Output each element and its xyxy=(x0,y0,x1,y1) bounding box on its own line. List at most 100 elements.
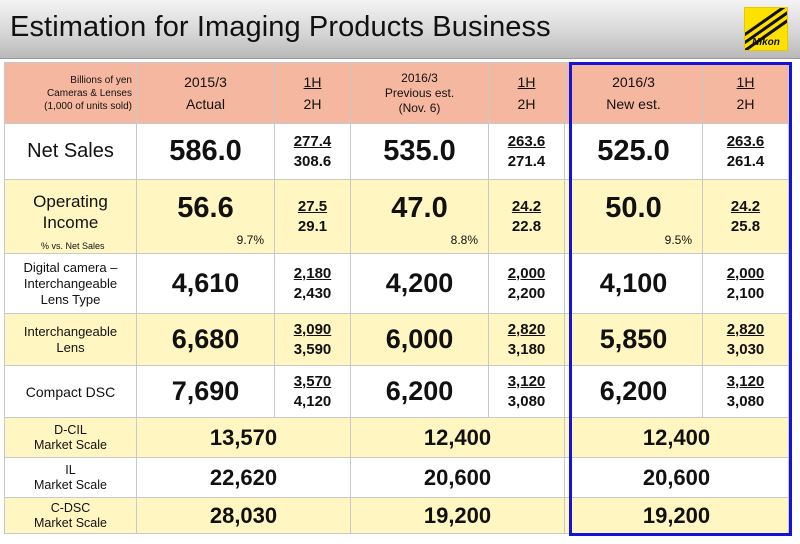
half-cell: 2,820 3,180 xyxy=(488,313,565,366)
col-header-line: New est. xyxy=(606,96,661,112)
half-header-bottom: 2H xyxy=(517,96,536,112)
first-half-value: 27.5 xyxy=(297,197,328,215)
half-header: 1H 2H xyxy=(702,62,789,124)
half-header-top: 1H xyxy=(736,74,755,90)
half-header-top: 1H xyxy=(517,74,536,90)
main-value: 6,680 xyxy=(171,324,240,354)
market-value: 22,620 xyxy=(209,464,278,490)
page-title: Estimation for Imaging Products Business xyxy=(10,11,551,43)
col-header-new: 2016/3 New est. xyxy=(564,62,703,124)
row-label-text: Income xyxy=(42,212,99,232)
market-value: 12,400 xyxy=(423,424,492,450)
market-value-cell: 19,200 xyxy=(350,497,565,534)
row-label-text: Interchangeable xyxy=(23,275,118,291)
market-value: 13,570 xyxy=(209,424,278,450)
main-value: 535.0 xyxy=(383,135,456,167)
half-cell: 2,000 2,200 xyxy=(488,253,565,314)
table-row-dcil: Digital camera – Interchangeable Lens Ty… xyxy=(4,253,789,314)
second-half-value: 2,430 xyxy=(293,284,332,302)
second-half-value: 22.8 xyxy=(511,217,542,235)
second-half-value: 4,120 xyxy=(293,392,332,410)
half-cell: 263.6 271.4 xyxy=(488,123,565,180)
value-cell: 50.0 9.5% xyxy=(564,179,703,254)
first-half-value: 24.2 xyxy=(730,197,761,215)
half-cell: 3,120 3,080 xyxy=(702,365,789,418)
market-value: 19,200 xyxy=(423,502,492,528)
half-cell: 3,120 3,080 xyxy=(488,365,565,418)
row-label-text: Lens Type xyxy=(40,291,101,307)
table-row-compact-dsc: Compact DSC 7,690 3,570 4,120 6,200 3,120… xyxy=(4,365,789,418)
value-cell: 535.0 xyxy=(350,123,489,180)
second-half-value: 261.4 xyxy=(726,152,765,170)
value-cell: 6,200 xyxy=(350,365,489,418)
main-value: 586.0 xyxy=(169,135,242,167)
second-half-value: 3,080 xyxy=(507,392,546,410)
row-label-text: Market Scale xyxy=(34,477,107,492)
unit-line: (1,000 of units sold) xyxy=(44,100,132,112)
market-value-cell: 12,400 xyxy=(564,417,789,458)
main-value: 6,200 xyxy=(599,376,668,406)
half-header: 1H 2H xyxy=(274,62,351,124)
second-half-value: 2,200 xyxy=(507,284,546,302)
value-cell: 56.6 9.7% xyxy=(136,179,275,254)
table-row-net-sales: Net Sales 586.0 277.4 308.6 535.0 263.6 27… xyxy=(4,123,789,180)
row-label-text: D-CIL xyxy=(54,422,87,437)
logo-wordmark: Nikon xyxy=(752,37,780,48)
first-half-value: 2,000 xyxy=(726,264,765,282)
margin-percent: 8.8% xyxy=(450,233,478,247)
market-value-cell: 20,600 xyxy=(564,457,789,498)
row-label-text: Net Sales xyxy=(27,140,114,162)
first-half-value: 277.4 xyxy=(293,132,332,150)
nikon-logo: Nikon xyxy=(744,7,788,51)
second-half-value: 2,100 xyxy=(726,284,765,302)
row-label-text: Market Scale xyxy=(34,515,107,530)
unit-line: Cameras & Lenses xyxy=(46,87,132,99)
market-value: 20,600 xyxy=(423,464,492,490)
value-cell: 4,610 xyxy=(136,253,275,314)
title-bar: Estimation for Imaging Products Business… xyxy=(0,0,800,59)
table-row-interchangeable-lens: Interchangeable Lens 6,680 3,090 3,590 6,… xyxy=(4,313,789,366)
row-label: C-DSC Market Scale xyxy=(4,497,137,534)
market-value-cell: 22,620 xyxy=(136,457,351,498)
first-half-value: 2,180 xyxy=(293,264,332,282)
col-header-line: Previous est. xyxy=(384,85,455,100)
margin-percent: 9.5% xyxy=(664,233,692,247)
half-cell: 27.5 29.1 xyxy=(274,179,351,254)
half-cell: 24.2 25.8 xyxy=(702,179,789,254)
value-cell: 6,000 xyxy=(350,313,489,366)
main-value: 6,200 xyxy=(385,376,454,406)
main-value: 4,200 xyxy=(385,268,454,298)
col-header-line: 2016/3 xyxy=(401,70,438,85)
value-cell: 586.0 xyxy=(136,123,275,180)
first-half-value: 263.6 xyxy=(507,132,546,150)
col-header-line: Actual xyxy=(186,96,225,112)
value-cell: 6,680 xyxy=(136,313,275,366)
row-label: D-CIL Market Scale xyxy=(4,417,137,458)
first-half-value: 263.6 xyxy=(726,132,765,150)
value-cell: 7,690 xyxy=(136,365,275,418)
first-half-value: 2,820 xyxy=(507,320,546,338)
market-value-cell: 13,570 xyxy=(136,417,351,458)
half-cell: 263.6 261.4 xyxy=(702,123,789,180)
col-header-actual: 2015/3 Actual xyxy=(136,62,275,124)
row-label-text: Interchangeable xyxy=(23,323,118,339)
market-value: 28,030 xyxy=(209,502,278,528)
main-value: 56.6 xyxy=(177,192,234,224)
row-label-text: Lens xyxy=(56,339,85,355)
col-header-line: (Nov. 6) xyxy=(398,100,441,115)
value-cell: 47.0 8.8% xyxy=(350,179,489,254)
row-label: Operating Income % vs. Net Sales xyxy=(4,179,137,254)
second-half-value: 271.4 xyxy=(507,152,546,170)
market-value-cell: 20,600 xyxy=(350,457,565,498)
half-cell: 3,090 3,590 xyxy=(274,313,351,366)
row-label-text: Operating xyxy=(33,191,108,211)
half-cell: 2,180 2,430 xyxy=(274,253,351,314)
market-value: 20,600 xyxy=(642,464,711,490)
row-label: Net Sales xyxy=(4,123,137,180)
half-header-bottom: 2H xyxy=(303,96,322,112)
second-half-value: 3,080 xyxy=(726,392,765,410)
second-half-value: 3,590 xyxy=(293,340,332,358)
header-row: Billions of yen Cameras & Lenses (1,000 … xyxy=(4,62,789,124)
half-header-bottom: 2H xyxy=(736,96,755,112)
main-value: 5,850 xyxy=(599,324,668,354)
